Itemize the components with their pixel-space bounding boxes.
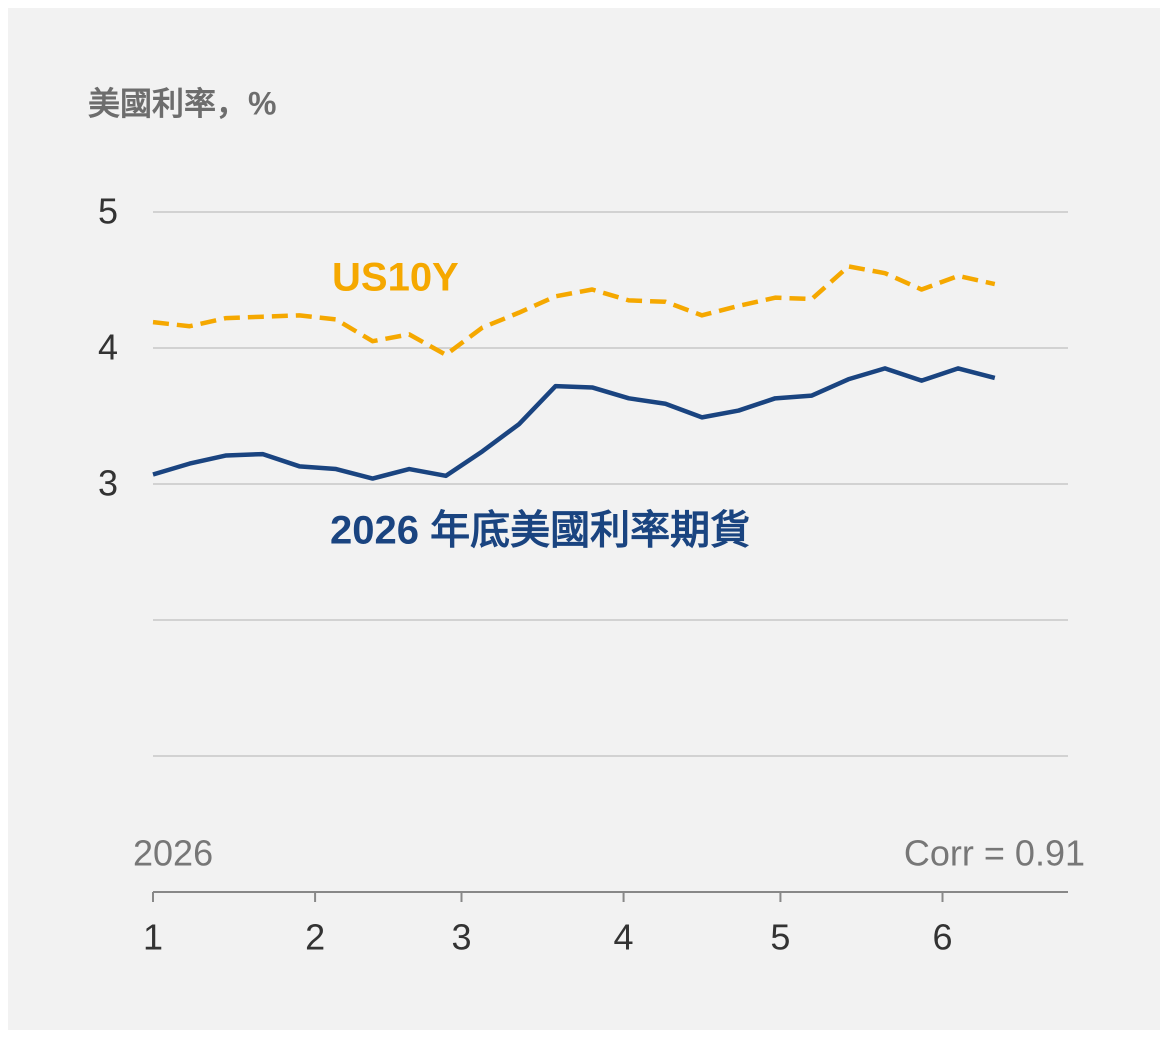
chart-title: 美國利率，% [88, 85, 276, 121]
x-tick-label: 2 [305, 917, 325, 958]
line-series [152, 264, 996, 358]
series-label: US10Y [332, 256, 459, 300]
y-tick-label: 3 [98, 463, 118, 504]
y-tick-label: 4 [98, 327, 118, 368]
series-label: 2026 年底美國利率期貨 [330, 509, 750, 553]
line-series [152, 366, 996, 481]
x-axis-label: 2026 [133, 833, 213, 874]
panel [8, 8, 1160, 1030]
x-tick-label: 5 [770, 917, 790, 958]
x-tick-label: 6 [932, 917, 952, 958]
y-tick-label: 5 [98, 191, 118, 232]
annotation: Corr = 0.91 [904, 833, 1085, 874]
x-tick-label: 1 [143, 917, 163, 958]
x-tick-label: 3 [451, 917, 471, 958]
x-tick-label: 4 [614, 917, 634, 958]
